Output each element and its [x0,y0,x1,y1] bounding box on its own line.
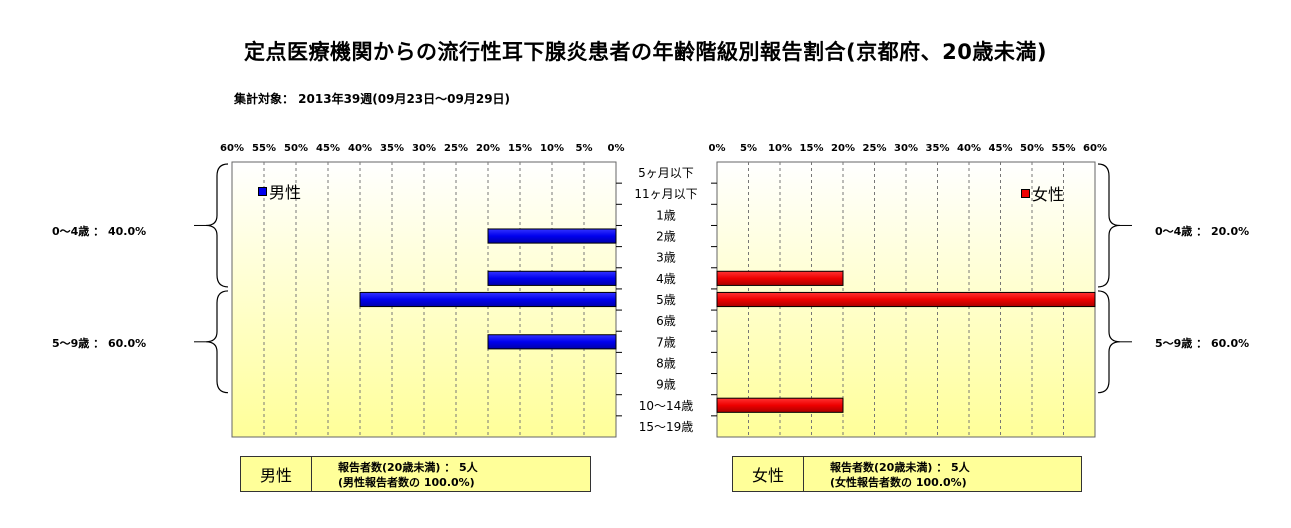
category-label: 1歳 [656,208,676,222]
male-x-tick-label: 40% [348,143,372,154]
female-brace-0-4 [1097,163,1121,288]
male-x-tick-label: 10% [540,143,564,154]
female-summary-count: 報告者数(20歳未満) ： 5人 [830,461,970,474]
male-x-tick-label: 60% [220,143,244,154]
male-summary-box: 男性 報告者数(20歳未満) ： 5人 (男性報告者数の 100.0%) [240,456,591,492]
male-x-tick-label: 35% [380,143,404,154]
category-label: 8歳 [656,356,676,370]
male-x-tick-label: 0% [608,143,625,154]
female-x-tick-label: 35% [926,143,950,154]
male-summary-percent: (男性報告者数の 100.0%) [338,476,475,489]
category-label: 5歳 [656,293,676,307]
female-bar [716,270,844,286]
legend-female: 女性 [1021,181,1064,205]
male-x-tick-label: 20% [476,143,500,154]
female-x-tick-label: 20% [831,143,855,154]
legend-male: 男性 [258,179,301,203]
female-x-tick-label: 30% [894,143,918,154]
category-label: 11ヶ月以下 [634,187,697,201]
male-bar [359,291,617,308]
legend-male-swatch [258,186,267,196]
chart-title: 定点医療機関からの流行性耳下腺炎患者の年齢階級別報告割合(京都府、20歳未満) [244,40,1047,64]
female-bar [716,291,1096,308]
female-x-tick-label: 50% [1020,143,1044,154]
legend-female-swatch [1021,188,1030,198]
female-x-tick-label: 60% [1083,143,1107,154]
female-summary-text: 報告者数(20歳未満) ： 5人 (女性報告者数の 100.0%) [804,457,1081,491]
male-x-tick-label: 45% [316,143,340,154]
male-x-tick-label: 30% [412,143,436,154]
category-label: 7歳 [656,335,676,349]
category-label: 5ヶ月以下 [638,166,694,180]
male-bar [487,270,617,286]
male-group-0-4: 0～4歳 ： 40.0% [52,225,147,238]
female-x-tick-label: 40% [957,143,981,154]
male-summary-label: 男性 [241,457,312,491]
category-label: 4歳 [656,272,676,286]
male-group-5-9: 5～9歳 ： 60.0% [52,337,147,350]
category-label: 6歳 [656,314,676,328]
female-group-5-9: 5～9歳 ： 60.0% [1155,337,1250,350]
female-x-tick-label: 55% [1052,143,1076,154]
female-x-tick-label: 5% [740,143,757,154]
male-summary-count: 報告者数(20歳未満) ： 5人 [338,461,478,474]
category-label: 2歳 [656,230,676,244]
male-bar [487,334,617,350]
female-x-tick-label: 10% [768,143,792,154]
male-brace-5-9 [205,290,229,394]
male-summary-text: 報告者数(20歳未満) ： 5人 (男性報告者数の 100.0%) [312,457,590,491]
female-summary-box: 女性 報告者数(20歳未満) ： 5人 (女性報告者数の 100.0%) [732,456,1082,492]
female-x-tick-label: 15% [800,143,824,154]
female-x-tick-label: 25% [863,143,887,154]
male-x-tick-label: 55% [252,143,276,154]
category-label: 15～19歳 [639,420,694,434]
female-brace-5-9 [1097,290,1121,394]
male-bar [487,228,617,244]
category-label: 3歳 [656,251,676,265]
female-x-tick-label: 0% [709,143,726,154]
male-x-tick-label: 25% [444,143,468,154]
female-summary-percent: (女性報告者数の 100.0%) [830,476,967,489]
female-summary-label: 女性 [733,457,804,491]
category-label: 9歳 [656,378,676,392]
female-bar [716,397,844,413]
legend-female-label: 女性 [1032,185,1065,204]
male-x-tick-label: 50% [284,143,308,154]
female-group-0-4: 0～4歳 ： 20.0% [1155,225,1250,238]
male-brace-0-4 [205,163,229,288]
legend-male-label: 男性 [269,183,302,202]
female-x-tick-label: 45% [989,143,1013,154]
category-label: 10～14歳 [639,399,694,413]
male-x-tick-label: 5% [576,143,593,154]
male-x-tick-label: 15% [508,143,532,154]
chart-subtitle: 集計対象： 2013年39週(09月23日～09月29日) [234,92,511,106]
